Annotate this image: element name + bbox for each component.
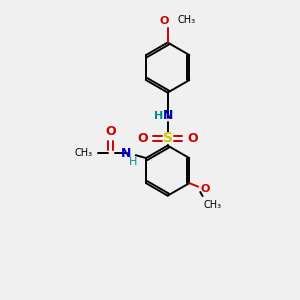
Text: N: N: [121, 147, 132, 160]
Text: CH₃: CH₃: [75, 148, 93, 158]
Text: O: O: [137, 132, 148, 145]
Text: O: O: [188, 132, 198, 145]
Text: O: O: [200, 184, 210, 194]
Text: O: O: [105, 125, 116, 138]
Text: N: N: [163, 109, 173, 122]
Text: S: S: [163, 131, 173, 145]
Text: H: H: [154, 110, 163, 121]
Text: H: H: [129, 157, 137, 166]
Text: CH₃: CH₃: [177, 15, 195, 26]
Text: CH₃: CH₃: [203, 200, 221, 210]
Text: O: O: [159, 16, 169, 26]
